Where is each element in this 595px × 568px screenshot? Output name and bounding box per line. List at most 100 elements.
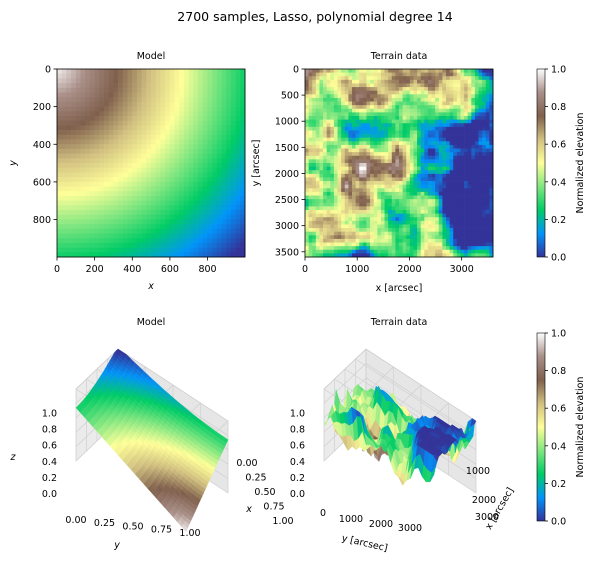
heatmap-cell [471, 253, 476, 258]
heatmap-cell [226, 247, 232, 253]
heatmap-cell [391, 231, 396, 236]
heatmap-cell [355, 130, 360, 135]
heatmap-cell [207, 224, 213, 230]
heatmap-cell [169, 228, 175, 234]
heatmap-cell [474, 69, 479, 73]
heatmap-cell [341, 163, 346, 167]
heatmap-cell [151, 92, 157, 98]
heatmap-cell [377, 144, 382, 149]
heatmap-cell [377, 101, 382, 106]
heatmap-cell [366, 97, 371, 102]
heatmap-cell [395, 188, 400, 193]
heatmap-cell [485, 253, 490, 258]
heatmap-cell [165, 177, 171, 183]
heatmap-cell [482, 69, 487, 73]
heatmap-cell [478, 199, 483, 204]
heatmap-cell [366, 163, 371, 167]
heatmap-cell [359, 181, 364, 186]
heatmap-cell [127, 78, 133, 84]
heatmap-cell [80, 172, 86, 178]
heatmap-cell [308, 119, 313, 124]
heatmap-cell [384, 213, 389, 218]
heatmap-cell [174, 106, 180, 112]
heatmap-cell [315, 97, 320, 102]
heatmap-cell [474, 137, 479, 142]
heatmap-cell [402, 181, 407, 186]
grid-line [117, 348, 229, 422]
heatmap-cell [467, 173, 472, 178]
heatmap-cell [326, 126, 331, 131]
heatmap-cell [151, 200, 157, 206]
heatmap-cell [61, 224, 67, 230]
heatmap-cell [453, 94, 458, 99]
heatmap-cell [193, 125, 199, 131]
heatmap-cell [380, 119, 385, 124]
heatmap-cell [370, 130, 375, 135]
heatmap-cell [406, 206, 411, 211]
heatmap-cell [221, 101, 227, 107]
heatmap-cell [179, 144, 185, 150]
heatmap-cell [467, 213, 472, 218]
heatmap-cell [402, 134, 407, 139]
heatmap-cell [235, 186, 241, 192]
heatmap-cell [359, 184, 364, 189]
heatmap-cell [66, 158, 72, 164]
heatmap-cell [420, 231, 425, 236]
heatmap-cell [319, 134, 324, 139]
heatmap-cell [337, 224, 342, 229]
heatmap-cell [359, 191, 364, 196]
heatmap-cell [61, 167, 67, 173]
heatmap-cell [460, 188, 465, 193]
heatmap-cell [326, 79, 331, 84]
heatmap-cell [446, 173, 450, 178]
heatmap-cell [305, 224, 309, 229]
heatmap-cell [61, 116, 67, 122]
heatmap-cell [464, 130, 469, 135]
heatmap-cell [71, 144, 77, 150]
heatmap-cell [141, 224, 147, 230]
heatmap-cell [99, 69, 105, 75]
heatmap-cell [402, 202, 407, 207]
heatmap-cell [352, 134, 356, 139]
heatmap-cell [446, 217, 450, 222]
heatmap-cell [136, 97, 142, 103]
heatmap-cell [179, 219, 185, 225]
heatmap-cell [333, 191, 338, 196]
heatmap-cell [427, 123, 432, 128]
heatmap-cell [212, 224, 218, 230]
heatmap-cell [319, 72, 324, 77]
heatmap-cell [460, 134, 465, 139]
heatmap-cell [151, 101, 157, 107]
heatmap-cell [108, 228, 114, 234]
heatmap-cell [221, 97, 227, 103]
heatmap-cell [337, 76, 342, 81]
heatmap-cell [402, 79, 407, 84]
heatmap-cell [446, 155, 450, 160]
heatmap-cell [118, 214, 124, 220]
heatmap-cell [80, 177, 86, 183]
heatmap-cell [435, 253, 440, 258]
heatmap-cell [460, 199, 465, 204]
heatmap-cell [348, 148, 353, 153]
heatmap-cell [384, 181, 389, 186]
heatmap-cell [319, 83, 324, 88]
heatmap-cell [99, 92, 105, 98]
heatmap-cell [399, 253, 403, 258]
heatmap-cell [57, 167, 63, 173]
heatmap-cell [446, 163, 450, 167]
heatmap-cell [344, 238, 349, 243]
heatmap-cell [319, 155, 324, 160]
heatmap-cell [449, 130, 454, 135]
heatmap-cell [104, 252, 110, 258]
heatmap-cell [221, 167, 227, 173]
heatmap-cell [216, 247, 222, 253]
heatmap-cell [478, 83, 483, 88]
heatmap-cell [489, 159, 494, 164]
heatmap-cell [160, 247, 166, 253]
heatmap-cell [348, 253, 353, 258]
heatmap-cell [395, 130, 400, 135]
heatmap-cell [80, 210, 86, 216]
heatmap-cell [380, 97, 385, 102]
heatmap-cell [362, 155, 367, 160]
heatmap-cell [413, 191, 418, 196]
